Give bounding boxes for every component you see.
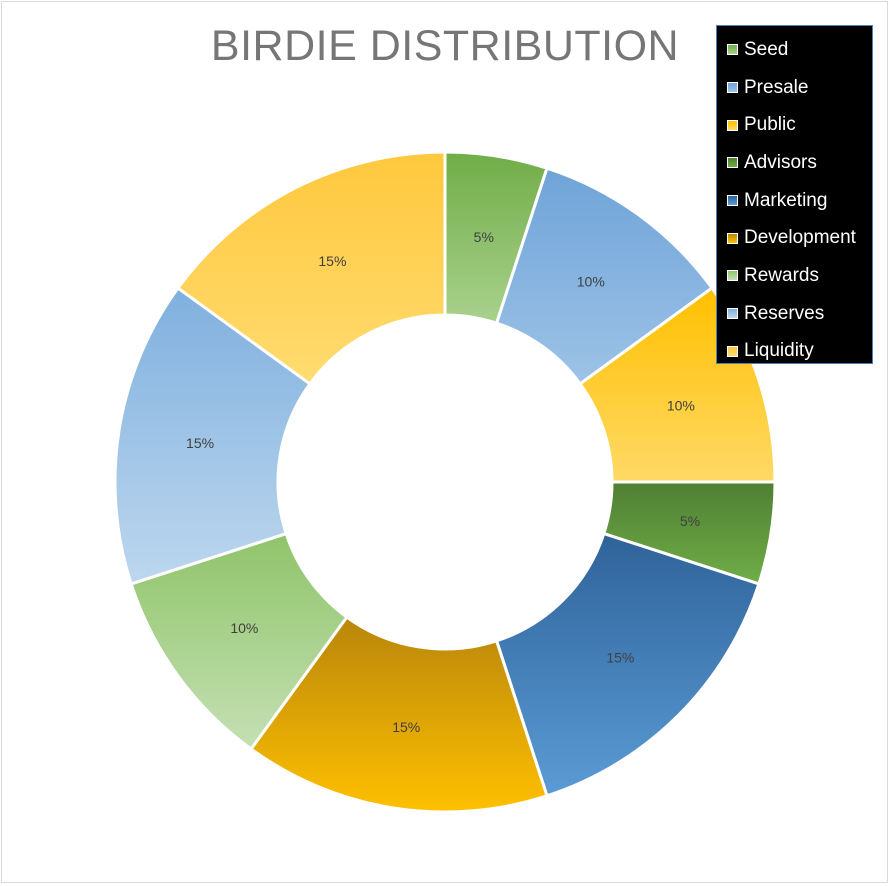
- slice-label-seed: 5%: [474, 229, 494, 245]
- legend-swatch: [727, 195, 738, 207]
- legend-item-development: Development: [717, 219, 872, 257]
- legend-item-seed: Seed: [717, 31, 872, 69]
- legend-label: Marketing: [744, 189, 828, 211]
- legend-label: Advisors: [744, 151, 817, 173]
- legend-label: Liquidity: [744, 340, 814, 362]
- legend-label: Seed: [744, 38, 789, 60]
- legend-item-reserves: Reserves: [717, 295, 872, 333]
- legend-swatch: [727, 157, 738, 169]
- legend-item-liquidity: Liquidity: [717, 333, 872, 371]
- legend-label: Reserves: [744, 302, 825, 324]
- legend-label: Development: [744, 227, 856, 249]
- slice-label-rewards: 10%: [230, 620, 258, 636]
- legend-item-marketing: Marketing: [717, 182, 872, 220]
- slice-label-advisors: 5%: [680, 513, 700, 529]
- slice-liquidity: [175, 150, 447, 386]
- legend-swatch: [727, 44, 738, 56]
- legend: Seed Presale Public Advisors Marketing Develo…: [716, 25, 873, 364]
- legend-label: Public: [744, 114, 796, 136]
- legend-label: Rewards: [744, 264, 819, 286]
- legend-swatch: [727, 345, 738, 357]
- slice-label-liquidity: 15%: [318, 253, 346, 269]
- legend-item-presale: Presale: [717, 69, 872, 107]
- slice-label-public: 10%: [667, 397, 695, 413]
- slice-label-marketing: 15%: [606, 649, 634, 665]
- legend-swatch: [727, 308, 738, 320]
- slice-development: [248, 615, 549, 814]
- slice-marketing: [494, 531, 761, 798]
- legend-swatch: [727, 119, 738, 131]
- slice-label-development: 15%: [392, 719, 420, 735]
- legend-swatch: [727, 232, 738, 244]
- legend-item-advisors: Advisors: [717, 144, 872, 182]
- slice-label-reserves: 15%: [186, 435, 214, 451]
- legend-swatch: [727, 270, 738, 282]
- legend-item-public: Public: [717, 106, 872, 144]
- legend-label: Presale: [744, 76, 809, 98]
- legend-item-rewards: Rewards: [717, 257, 872, 295]
- legend-swatch: [727, 82, 738, 94]
- chart-title: BIRDIE DISTRIBUTION: [210, 22, 680, 70]
- slice-reserves: [113, 285, 312, 586]
- slice-label-presale: 10%: [577, 273, 605, 289]
